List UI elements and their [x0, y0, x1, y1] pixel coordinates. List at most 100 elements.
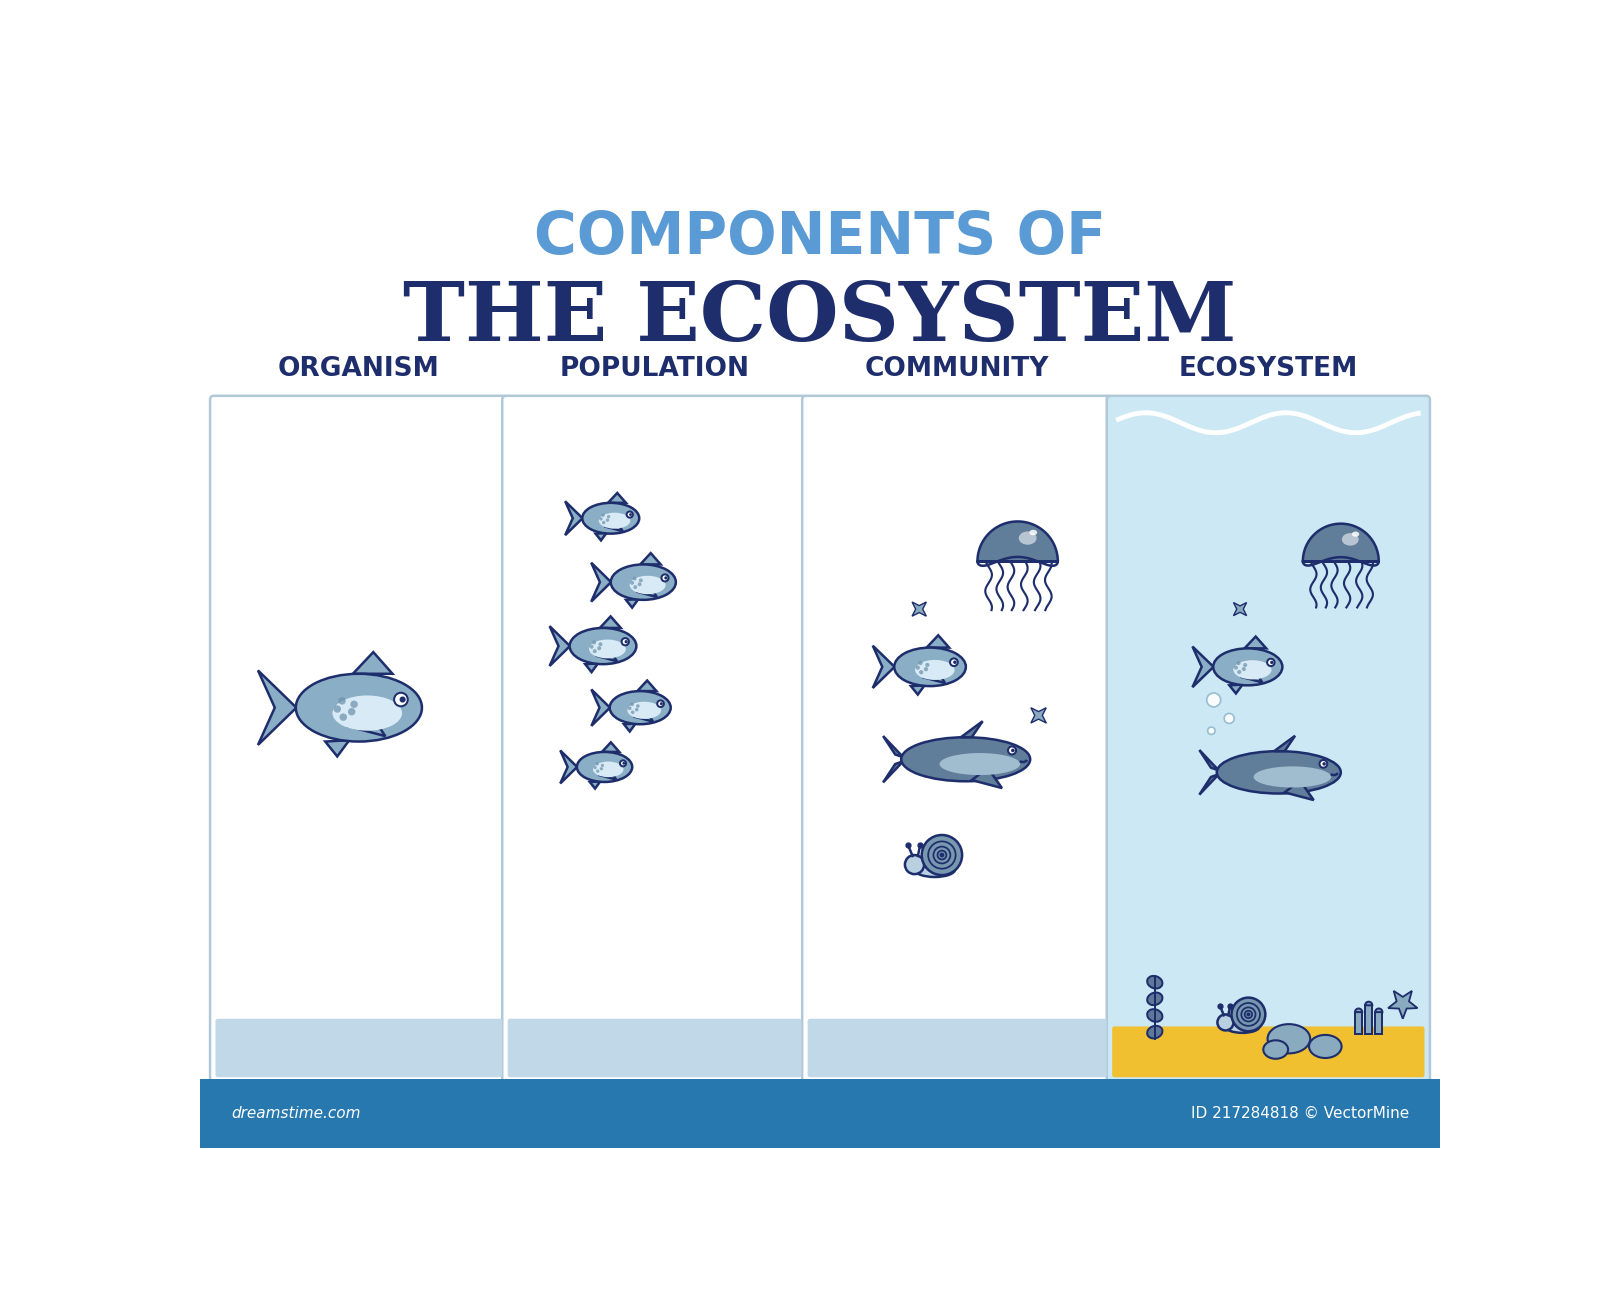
Polygon shape — [926, 635, 949, 648]
Circle shape — [394, 693, 408, 707]
Polygon shape — [1243, 668, 1262, 682]
Text: dreamstime.com: dreamstime.com — [230, 1106, 360, 1121]
Polygon shape — [600, 617, 621, 628]
Circle shape — [606, 515, 610, 519]
Ellipse shape — [1213, 649, 1282, 685]
Polygon shape — [595, 533, 606, 541]
Polygon shape — [962, 721, 982, 737]
Circle shape — [333, 706, 341, 713]
Circle shape — [606, 519, 610, 521]
Circle shape — [1224, 713, 1234, 724]
Circle shape — [923, 667, 928, 671]
Circle shape — [939, 853, 944, 858]
Ellipse shape — [333, 695, 402, 730]
Circle shape — [624, 640, 627, 644]
Ellipse shape — [1267, 1024, 1310, 1054]
Ellipse shape — [582, 503, 640, 534]
Circle shape — [632, 577, 637, 580]
Circle shape — [592, 649, 597, 653]
Circle shape — [400, 697, 406, 703]
Ellipse shape — [901, 737, 1030, 782]
Circle shape — [630, 580, 634, 584]
Ellipse shape — [627, 702, 661, 719]
Circle shape — [1246, 1013, 1251, 1017]
Circle shape — [622, 762, 626, 765]
Circle shape — [915, 666, 920, 670]
Circle shape — [954, 660, 957, 664]
Polygon shape — [1192, 646, 1213, 688]
FancyBboxPatch shape — [808, 1019, 1107, 1077]
Polygon shape — [550, 626, 570, 666]
Text: ID 217284818 © VectorMine: ID 217284818 © VectorMine — [1190, 1106, 1410, 1121]
FancyBboxPatch shape — [210, 396, 507, 1082]
Polygon shape — [602, 742, 619, 752]
Ellipse shape — [915, 660, 955, 680]
Circle shape — [589, 645, 594, 649]
Ellipse shape — [630, 575, 666, 595]
Text: ECOSYSTEM: ECOSYSTEM — [1179, 356, 1358, 382]
Text: THE ECOSYSTEM: THE ECOSYSTEM — [403, 279, 1237, 359]
Ellipse shape — [1216, 751, 1341, 793]
Ellipse shape — [1147, 977, 1163, 988]
Circle shape — [629, 513, 632, 516]
Ellipse shape — [1309, 1035, 1341, 1058]
Ellipse shape — [296, 673, 422, 742]
Ellipse shape — [589, 640, 626, 658]
Polygon shape — [1274, 735, 1294, 751]
Polygon shape — [638, 584, 658, 597]
Ellipse shape — [578, 752, 632, 782]
Polygon shape — [1200, 774, 1219, 795]
Ellipse shape — [1342, 533, 1358, 546]
Polygon shape — [978, 521, 1058, 561]
Circle shape — [1322, 762, 1326, 765]
Circle shape — [1267, 659, 1275, 666]
Polygon shape — [1200, 749, 1219, 770]
Ellipse shape — [914, 862, 955, 877]
Polygon shape — [354, 653, 392, 673]
Ellipse shape — [1226, 1020, 1259, 1033]
Circle shape — [918, 670, 923, 675]
Circle shape — [658, 700, 664, 707]
Circle shape — [630, 703, 634, 706]
FancyBboxPatch shape — [502, 396, 806, 1082]
Ellipse shape — [939, 753, 1021, 775]
FancyBboxPatch shape — [1107, 396, 1430, 1082]
Ellipse shape — [1234, 660, 1272, 680]
Circle shape — [598, 642, 603, 646]
Ellipse shape — [1352, 531, 1360, 537]
Polygon shape — [349, 711, 386, 737]
Polygon shape — [912, 602, 926, 617]
FancyBboxPatch shape — [1112, 1027, 1424, 1077]
Polygon shape — [590, 782, 600, 788]
Circle shape — [600, 768, 603, 770]
Ellipse shape — [1019, 531, 1037, 544]
FancyBboxPatch shape — [216, 1019, 502, 1077]
Polygon shape — [1389, 991, 1418, 1019]
Ellipse shape — [1254, 766, 1331, 788]
Circle shape — [1232, 997, 1266, 1031]
Circle shape — [350, 700, 358, 708]
Circle shape — [1270, 660, 1274, 664]
Circle shape — [1242, 667, 1246, 671]
Polygon shape — [325, 740, 349, 756]
Ellipse shape — [610, 691, 670, 724]
Polygon shape — [1245, 636, 1266, 649]
Polygon shape — [1234, 602, 1246, 615]
Circle shape — [925, 663, 930, 667]
Polygon shape — [883, 737, 904, 757]
Polygon shape — [600, 769, 616, 779]
Polygon shape — [592, 562, 611, 601]
Polygon shape — [1302, 524, 1379, 561]
Circle shape — [630, 711, 635, 715]
Circle shape — [1218, 1014, 1234, 1031]
Circle shape — [602, 521, 605, 524]
Circle shape — [635, 708, 638, 712]
Polygon shape — [1355, 1013, 1362, 1035]
Polygon shape — [624, 724, 635, 731]
Circle shape — [619, 760, 626, 766]
Ellipse shape — [1147, 1026, 1163, 1038]
Polygon shape — [635, 710, 653, 721]
Circle shape — [347, 708, 355, 716]
Polygon shape — [565, 502, 582, 535]
Circle shape — [592, 640, 597, 645]
